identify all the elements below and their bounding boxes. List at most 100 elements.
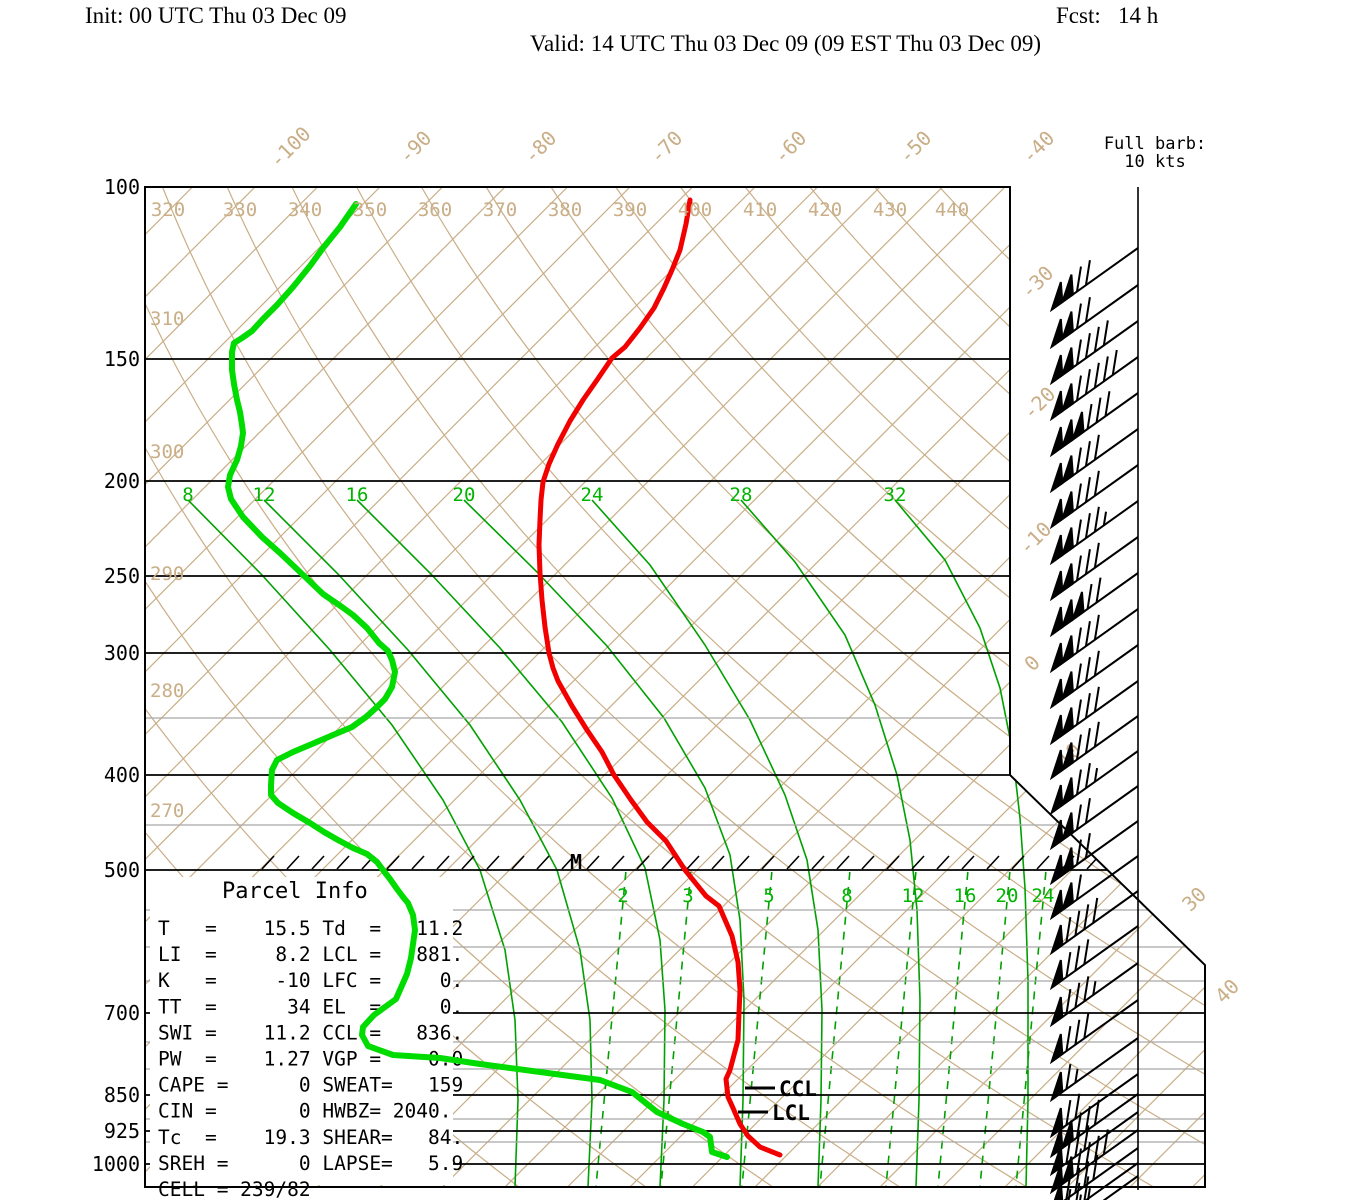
- temp-label: 40: [1210, 974, 1244, 1008]
- parcel-info-line: Tc = 19.3 SHEAR= 84.: [158, 1126, 463, 1149]
- temp-labels-top: -100 -90 -80 -70 -60 -50 -40: [265, 122, 1060, 173]
- theta-label: 440: [935, 199, 969, 221]
- wind-barb: [1049, 428, 1139, 494]
- wind-barb: [1049, 962, 1139, 1028]
- pressure-label: 500: [104, 858, 140, 882]
- wind-barb: [1049, 715, 1139, 781]
- lcl-marker-label: LCL: [772, 1101, 810, 1125]
- theta-label: 390: [613, 199, 647, 221]
- mixing-ratio-label: 3: [682, 885, 693, 907]
- wind-barb: [1049, 680, 1139, 746]
- wind-barb: [1049, 890, 1139, 956]
- ccl-marker-label: CCL: [779, 1077, 817, 1101]
- moist-adiabat-labels: 8 12 16 20 24 28 32: [182, 484, 906, 506]
- mixing-ratio-lines: [595, 871, 1047, 1187]
- wind-barb: [1049, 464, 1139, 530]
- pressure-label: 200: [104, 469, 140, 493]
- temp-label: -70: [645, 126, 688, 169]
- moist-adiabat-label: 12: [253, 484, 276, 506]
- theta-label: 410: [743, 199, 777, 221]
- moist-adiabat-label: 28: [730, 484, 753, 506]
- pressure-axis-labels: 100 150 200 250 300 400 500 700 850 925 1000: [92, 175, 140, 1176]
- mixing-ratio-label: 24: [1032, 885, 1055, 907]
- theta-label: 350: [353, 199, 387, 221]
- temp-label: 30: [1177, 882, 1211, 916]
- mixing-ratio-label: 16: [954, 885, 977, 907]
- wind-barb: [1049, 391, 1139, 458]
- moist-adiabat-label: 20: [453, 484, 476, 506]
- parcel-info-line: CIN = 0 HWBZ= 2040.: [158, 1100, 452, 1123]
- full-barb-note: Full barb:10 kts: [1104, 134, 1206, 172]
- level-marker-m: M: [570, 850, 582, 874]
- parcel-info-line: K = -10 LFC = 0.: [158, 969, 463, 992]
- wind-barb: [1049, 785, 1139, 851]
- pressure-label: 150: [104, 347, 140, 371]
- temp-label: -80: [519, 126, 562, 169]
- theta-label: 300: [150, 441, 184, 463]
- pressure-label: 400: [104, 763, 140, 787]
- temp-label: -90: [394, 126, 437, 169]
- pressure-label: 700: [104, 1001, 140, 1025]
- dry-adiabat-labels-top: 320 330 340 350 360 370 380 390 400 410 420 430 440: [151, 199, 969, 221]
- mixing-ratio-label: 12: [902, 885, 925, 907]
- pressure-label: 250: [104, 564, 140, 588]
- theta-label: 430: [873, 199, 907, 221]
- theta-label: 380: [548, 199, 582, 221]
- wind-barb: [1049, 1073, 1139, 1139]
- wind-barb: [1049, 500, 1139, 566]
- parcel-info-line: T = 15.5 Td = 11.2: [158, 917, 463, 940]
- mixing-ratio-label: 2: [617, 885, 628, 907]
- pressure-label: 925: [104, 1119, 140, 1143]
- wind-barb: [1049, 1093, 1139, 1159]
- theta-label: 320: [151, 199, 185, 221]
- pressure-label: 100: [104, 175, 140, 199]
- moist-adiabat-label: 8: [182, 484, 193, 506]
- plot-border: [144, 186, 1206, 1188]
- wind-barb: [1079, 1175, 1139, 1200]
- moist-adiabat-label: 16: [346, 484, 369, 506]
- wind-barb: [1049, 855, 1139, 921]
- wind-barb: [1049, 247, 1139, 313]
- wind-barb: [1049, 644, 1139, 710]
- pressure-label: 1000: [92, 1152, 140, 1176]
- mixing-ratio-label: 8: [841, 885, 852, 907]
- init-time-label: Init: 00 UTC Thu 03 Dec 09: [85, 3, 347, 28]
- mixing-ratio-labels: 2 3 5 8 12 16 20 24: [617, 885, 1054, 907]
- theta-label: 290: [150, 563, 184, 585]
- wind-barb: [1049, 1111, 1139, 1177]
- mixing-ratio-label: 20: [996, 885, 1019, 907]
- theta-label: 400: [678, 199, 712, 221]
- pressure-label: 300: [104, 641, 140, 665]
- wind-barb: [1053, 1147, 1139, 1200]
- wind-barb: [1049, 608, 1139, 674]
- pressure-label: 850: [104, 1083, 140, 1107]
- theta-label: 280: [150, 680, 184, 702]
- theta-label: 330: [223, 199, 257, 221]
- temp-label: -50: [894, 126, 937, 169]
- temp-label: -40: [1017, 126, 1060, 169]
- dry-adiabat-labels-left: 310 300 290 280 270: [150, 308, 184, 822]
- moist-adiabat-lines: [187, 499, 1029, 1187]
- parcel-info-line: TT = 34 EL = 0.: [158, 995, 463, 1018]
- dewpoint-curve: [225, 201, 730, 1160]
- wind-barb: [1049, 320, 1139, 386]
- wind-barb: [1049, 1037, 1139, 1103]
- parcel-info-line: LI = 8.2 LCL = 881.: [158, 943, 463, 966]
- wind-barb: [1049, 572, 1139, 638]
- forecast-hour-label: Fcst: 14 h: [1056, 3, 1159, 28]
- wind-barb: [1058, 1162, 1139, 1200]
- temp-label: -100: [265, 122, 316, 173]
- wind-barb: [1049, 750, 1139, 816]
- parcel-info-line: SREH = 0 LAPSE= 5.9: [158, 1152, 463, 1175]
- wind-barb: [1049, 820, 1139, 886]
- wind-barb: [1049, 536, 1139, 602]
- theta-label: 420: [808, 199, 842, 221]
- temp-label: -10: [1014, 517, 1057, 560]
- moist-adiabat-label: 32: [884, 484, 907, 506]
- theta-label: 340: [288, 199, 322, 221]
- full-barb-note-line2: 10 kts: [1124, 152, 1185, 172]
- temp-label: -60: [769, 126, 812, 169]
- valid-time-label: Valid: 14 UTC Thu 03 Dec 09 (09 EST Thu …: [530, 31, 1042, 56]
